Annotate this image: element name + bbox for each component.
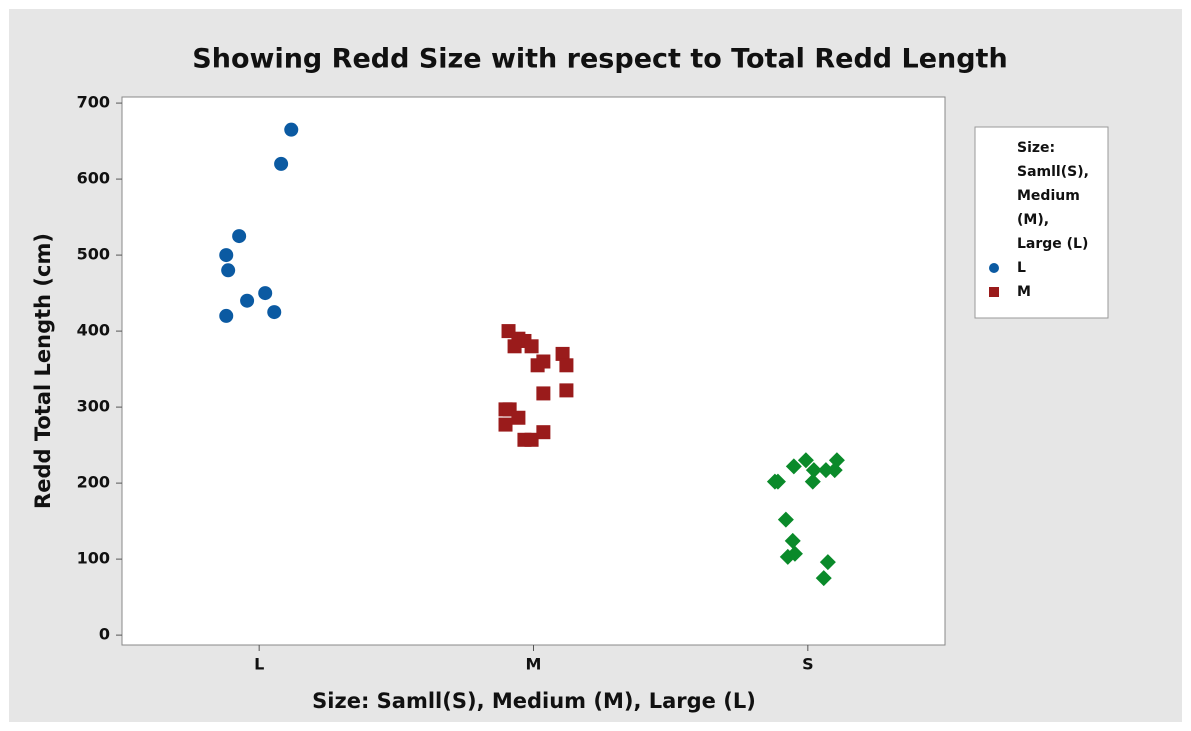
legend-label: L bbox=[1017, 260, 1026, 276]
y-tick-label: 700 bbox=[77, 93, 110, 112]
point bbox=[559, 358, 574, 373]
point bbox=[536, 425, 551, 440]
point bbox=[536, 354, 551, 369]
point bbox=[507, 339, 522, 354]
y-tick-label: 500 bbox=[77, 245, 110, 264]
legend-title: Samll(S), bbox=[1017, 164, 1089, 180]
point bbox=[240, 293, 255, 308]
point bbox=[819, 554, 836, 571]
legend-title: (M), bbox=[1017, 212, 1049, 228]
point bbox=[559, 383, 574, 398]
legend-label: M bbox=[1017, 284, 1031, 300]
legend bbox=[974, 126, 1109, 319]
point bbox=[524, 339, 539, 354]
y-tick-label: 0 bbox=[99, 625, 110, 644]
point bbox=[274, 156, 289, 171]
y-tick-label: 600 bbox=[77, 169, 110, 188]
x-tick-label: L bbox=[254, 655, 264, 674]
point bbox=[804, 473, 821, 490]
point bbox=[826, 462, 843, 479]
point bbox=[284, 122, 299, 137]
point bbox=[524, 432, 539, 447]
legend-title: Size: bbox=[1017, 140, 1055, 156]
point bbox=[797, 452, 814, 469]
point bbox=[267, 305, 282, 320]
point bbox=[777, 511, 794, 528]
point bbox=[258, 286, 273, 301]
point bbox=[536, 386, 551, 401]
point bbox=[219, 308, 234, 323]
point bbox=[232, 229, 247, 244]
point bbox=[498, 417, 513, 432]
legend-title: Large (L) bbox=[1017, 236, 1088, 252]
point bbox=[784, 532, 801, 549]
point bbox=[555, 346, 570, 361]
point bbox=[815, 570, 832, 587]
point bbox=[805, 462, 822, 479]
x-axis-label: Size: Samll(S), Medium (M), Large (L) bbox=[312, 689, 756, 713]
point bbox=[786, 545, 803, 562]
point bbox=[511, 410, 526, 425]
y-tick-label: 100 bbox=[77, 549, 110, 568]
chart-title: Showing Redd Size with respect to Total … bbox=[192, 44, 1007, 75]
point bbox=[769, 473, 786, 490]
legend-marker bbox=[989, 287, 999, 297]
point bbox=[785, 458, 802, 475]
y-axis-label: Redd Total Length (cm) bbox=[31, 233, 55, 509]
point bbox=[221, 263, 236, 278]
legend-marker bbox=[989, 263, 999, 273]
point bbox=[817, 462, 834, 479]
y-tick-label: 300 bbox=[77, 397, 110, 416]
x-tick-label: M bbox=[526, 655, 542, 674]
x-tick-label: S bbox=[802, 655, 814, 674]
y-tick-label: 400 bbox=[77, 321, 110, 340]
legend-title: Medium bbox=[1017, 188, 1080, 204]
y-tick-label: 200 bbox=[77, 473, 110, 492]
point bbox=[219, 248, 234, 263]
